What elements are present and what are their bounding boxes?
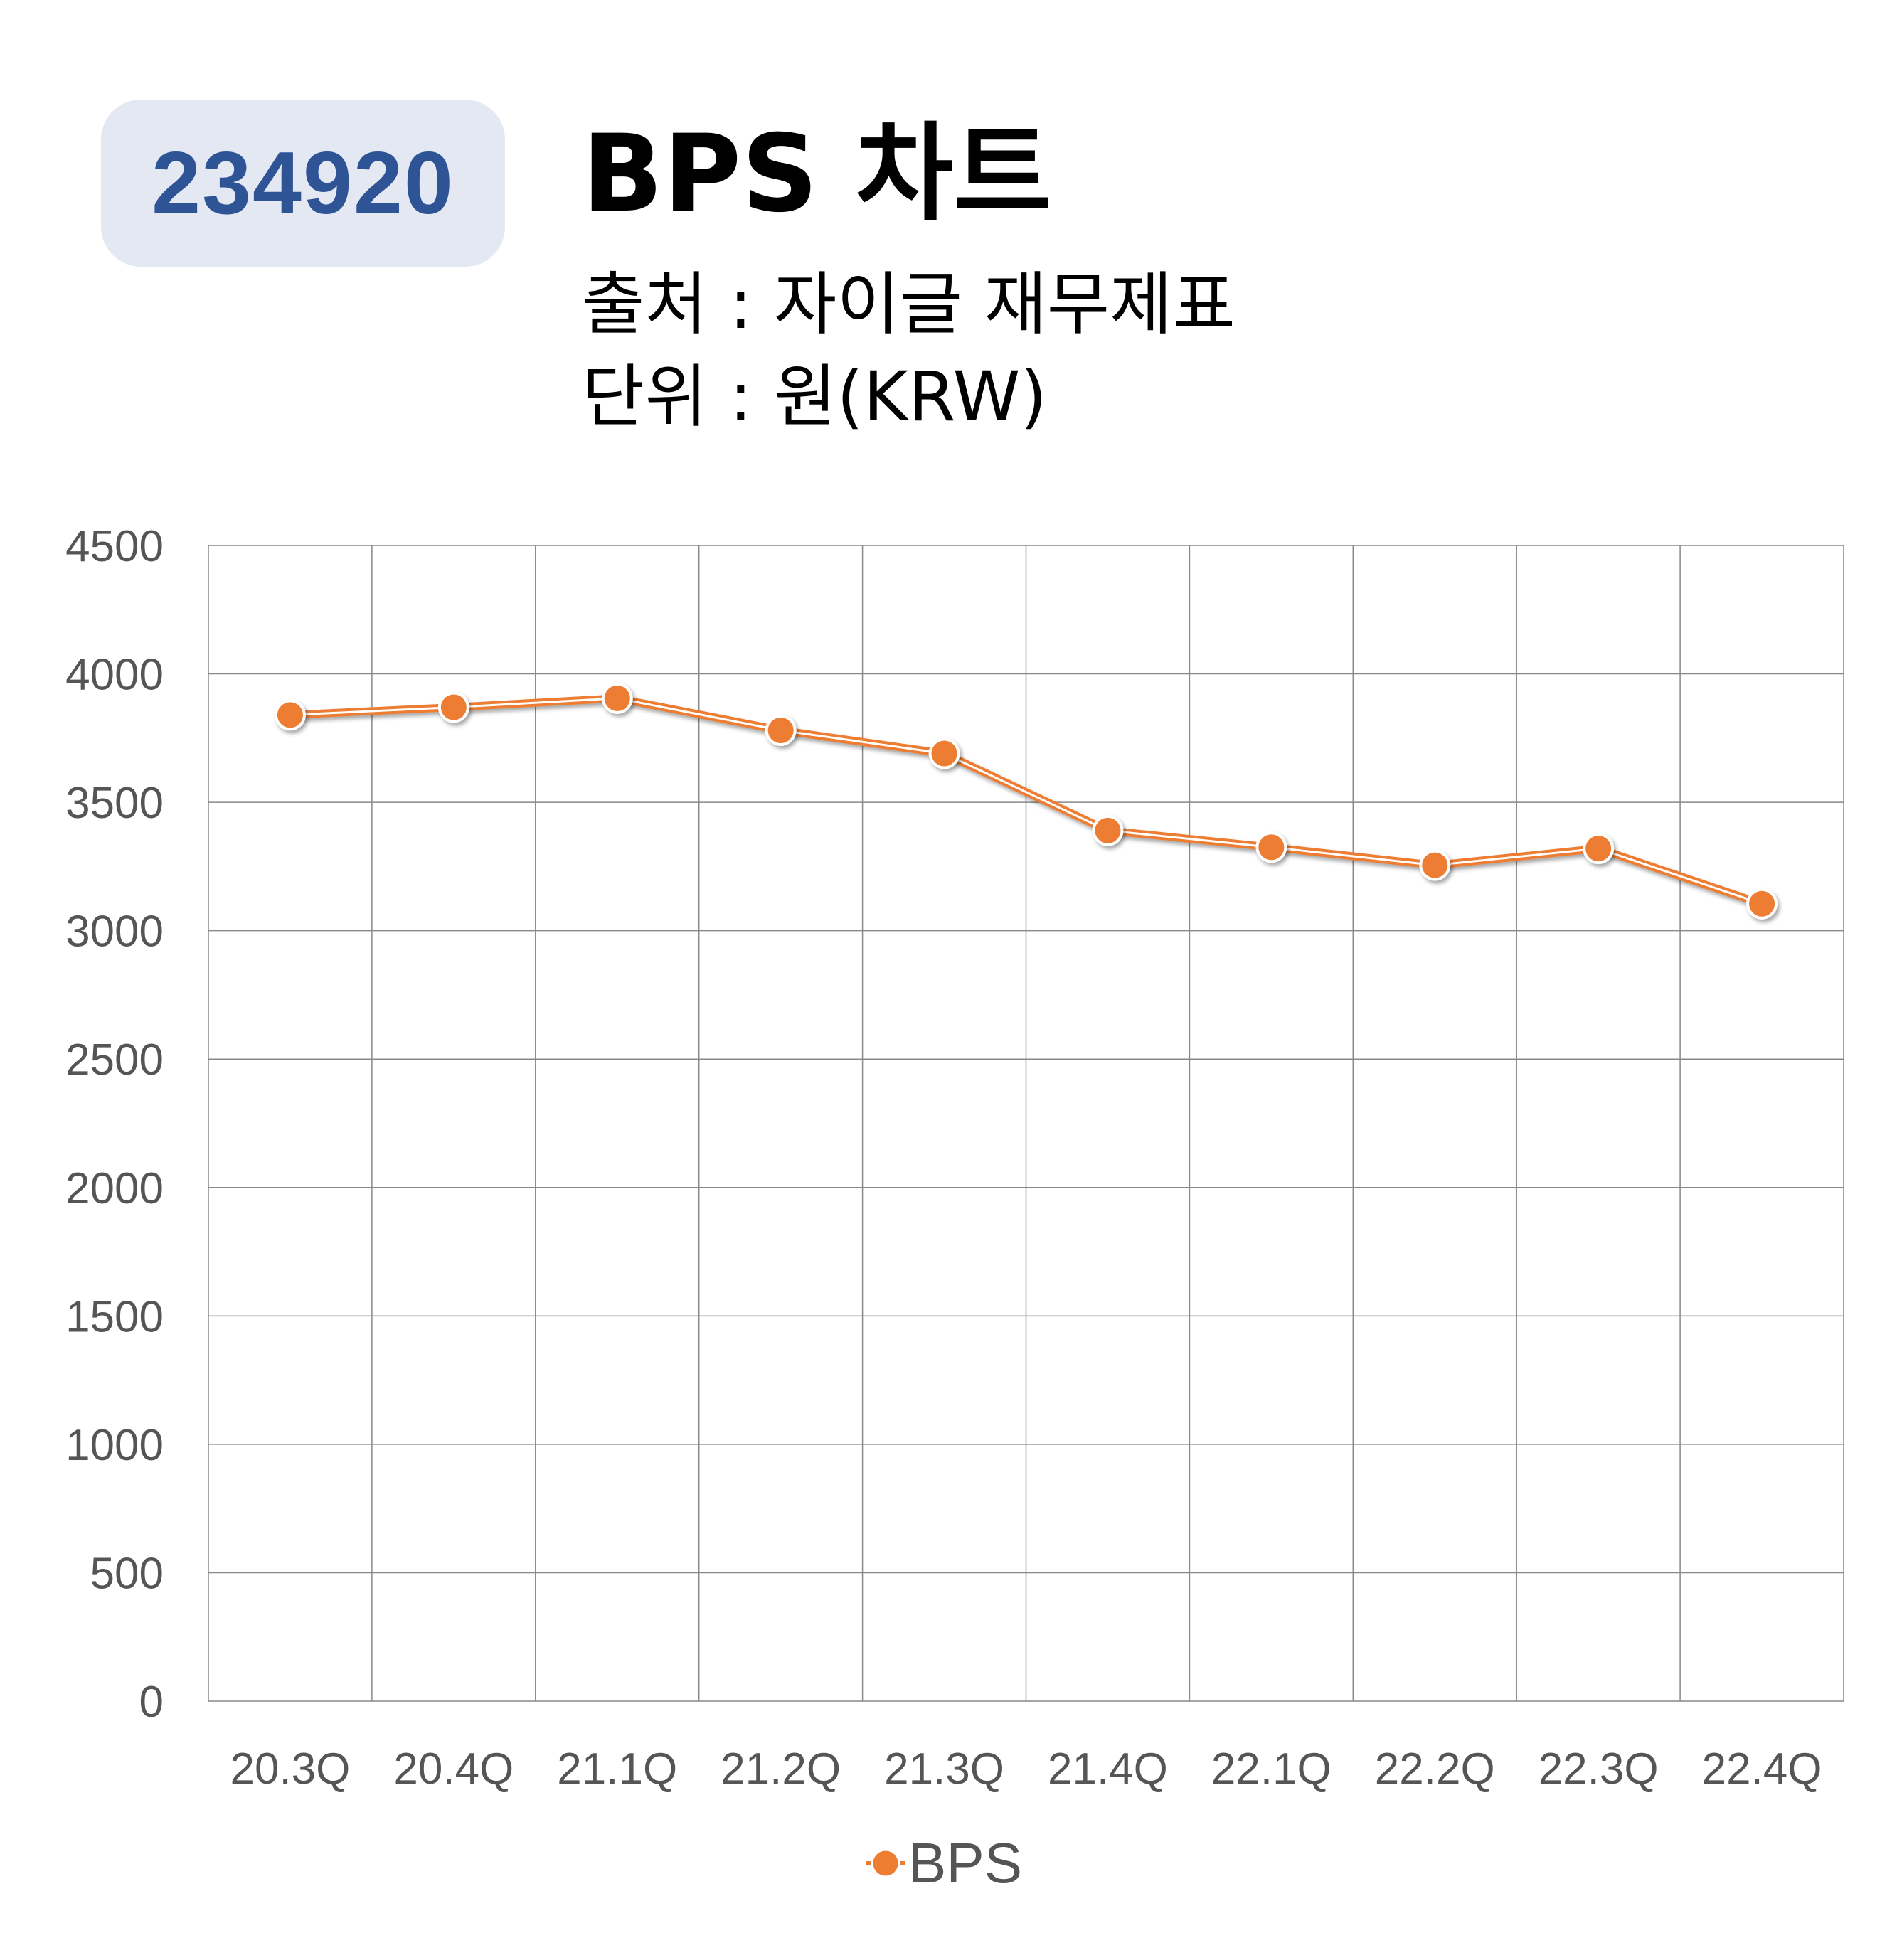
ticker-code: 234920: [152, 134, 455, 233]
data-point: [1255, 831, 1287, 863]
x-tick-label: 21.3Q: [884, 1745, 1004, 1794]
y-tick-label: 500: [90, 1549, 164, 1598]
y-tick-label: 1500: [65, 1292, 164, 1341]
data-point: [1092, 814, 1124, 846]
x-tick-label: 22.1Q: [1211, 1745, 1332, 1794]
x-tick-label: 20.4Q: [393, 1745, 514, 1794]
x-tick-label: 20.3Q: [230, 1745, 350, 1794]
data-point: [1746, 888, 1778, 920]
legend-marker-icon: [871, 1848, 900, 1878]
y-tick-label: 4500: [65, 522, 164, 571]
data-point: [601, 682, 633, 714]
series-line-inner: [289, 697, 1763, 905]
y-tick-label: 2500: [65, 1035, 164, 1085]
x-tick-label: 22.4Q: [1702, 1745, 1822, 1794]
data-point: [928, 737, 960, 769]
y-tick-label: 3500: [65, 779, 164, 828]
x-tick-label: 22.3Q: [1539, 1745, 1659, 1794]
y-tick-label: 3000: [65, 907, 164, 957]
data-point: [437, 691, 469, 723]
y-tick-label: 0: [139, 1678, 164, 1727]
chart-title: BPS 차트: [582, 112, 1052, 236]
x-tick-label: 21.4Q: [1048, 1745, 1168, 1794]
data-point: [1583, 833, 1615, 865]
x-tick-label: 21.2Q: [721, 1745, 841, 1794]
unit-text: 단위 : 원(KRW): [582, 357, 1047, 437]
y-tick-label: 2000: [65, 1164, 164, 1213]
y-tick-label: 1000: [65, 1421, 164, 1470]
source-text: 출처 : 자이글 재무제표: [582, 265, 1236, 344]
ticker-badge: 234920: [101, 100, 505, 267]
legend-label: BPS: [908, 1831, 1022, 1895]
data-point: [274, 699, 306, 731]
y-tick-label: 4000: [65, 651, 164, 700]
x-tick-label: 21.1Q: [557, 1745, 677, 1794]
data-point: [1419, 849, 1451, 881]
data-point: [765, 715, 797, 746]
x-tick-label: 22.2Q: [1375, 1745, 1495, 1794]
